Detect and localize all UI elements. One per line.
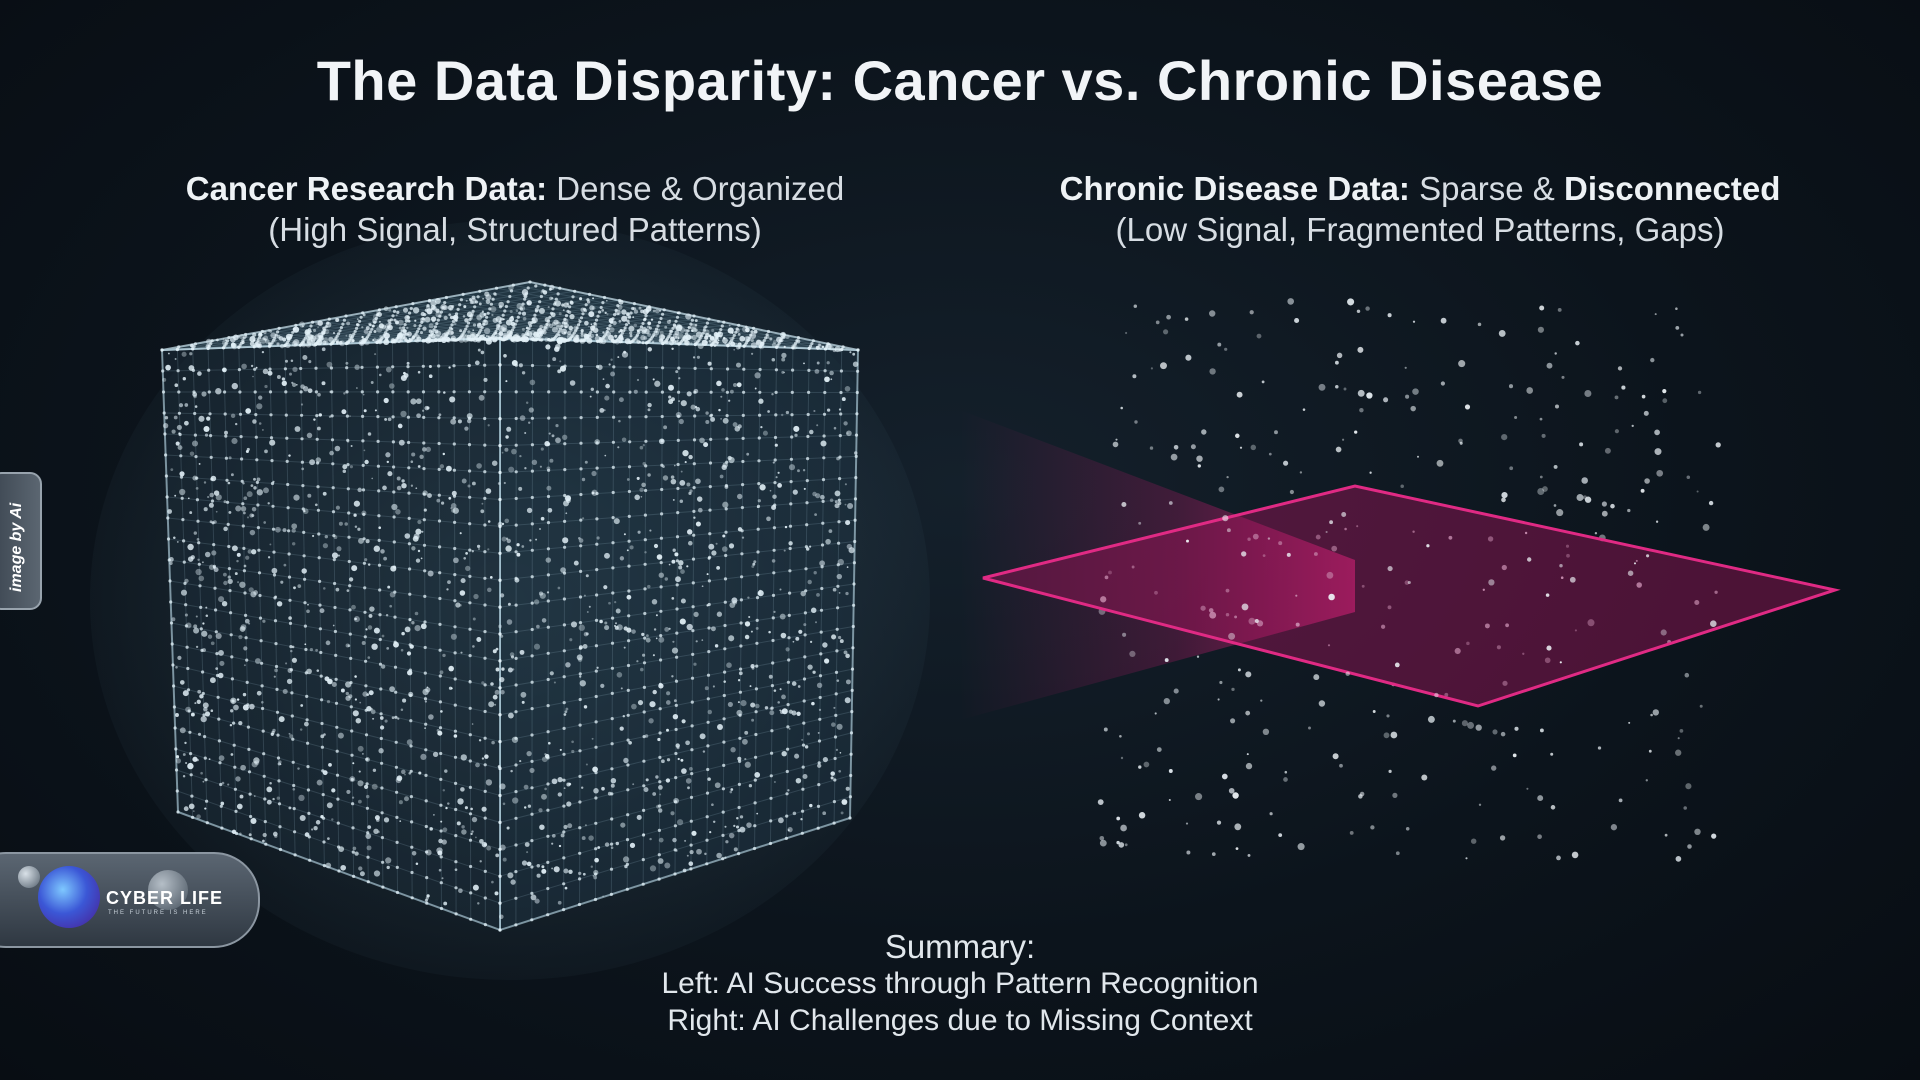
summary-heading: Summary: [884, 928, 1036, 965]
logo-name: CYBER LIFE [106, 888, 224, 908]
logo-tagline: THE FUTURE IS HERE [108, 910, 208, 916]
right-heading-mid: Sparse & [1409, 170, 1564, 207]
projection-beam [960, 410, 1355, 720]
dense-data-cube [90, 220, 930, 980]
logo-bubble-icon [148, 870, 188, 910]
left-panel-heading: Cancer Research Data: Dense & Organized [130, 168, 900, 209]
right-heading-bold: Chronic Disease Data: [1059, 170, 1410, 207]
left-heading-rest: Dense & Organized [547, 170, 845, 207]
cube-data-points [160, 280, 860, 932]
sparse-data-scatter-front [1119, 305, 1721, 859]
right-panel-caption: Chronic Disease Data: Sparse & Disconnec… [1035, 168, 1805, 250]
right-heading-bold2: Disconnected [1563, 170, 1781, 207]
disconnected-data-plane [982, 484, 1841, 708]
left-heading-bold: Cancer Research Data: [185, 170, 548, 207]
right-panel-subtitle: (Low Signal, Fragmented Patterns, Gaps) [1115, 211, 1725, 248]
right-panel-heading: Chronic Disease Data: Sparse & Disconnec… [1035, 168, 1805, 209]
summary-block: Summary: Left: AI Success through Patter… [0, 928, 1920, 1039]
left-panel-caption: Cancer Research Data: Dense & Organized … [130, 168, 900, 250]
ai-watermark-text: image by Ai [8, 502, 25, 592]
logo-bubble-icon [18, 866, 40, 888]
left-panel-subtitle: (High Signal, Structured Patterns) [268, 211, 762, 248]
page-title: The Data Disparity: Cancer vs. Chronic D… [316, 49, 1604, 112]
cyber-life-logo: CYBER LIFE THE FUTURE IS HERE [0, 852, 260, 948]
summary-right-line: Right: AI Challenges due to Missing Cont… [667, 1004, 1253, 1037]
sparse-data-scatter [1097, 298, 1718, 862]
summary-left-line: Left: AI Success through Pattern Recogni… [661, 967, 1259, 1000]
logo-orb-icon [38, 866, 100, 928]
ai-watermark-tab: image by Ai [0, 472, 42, 610]
